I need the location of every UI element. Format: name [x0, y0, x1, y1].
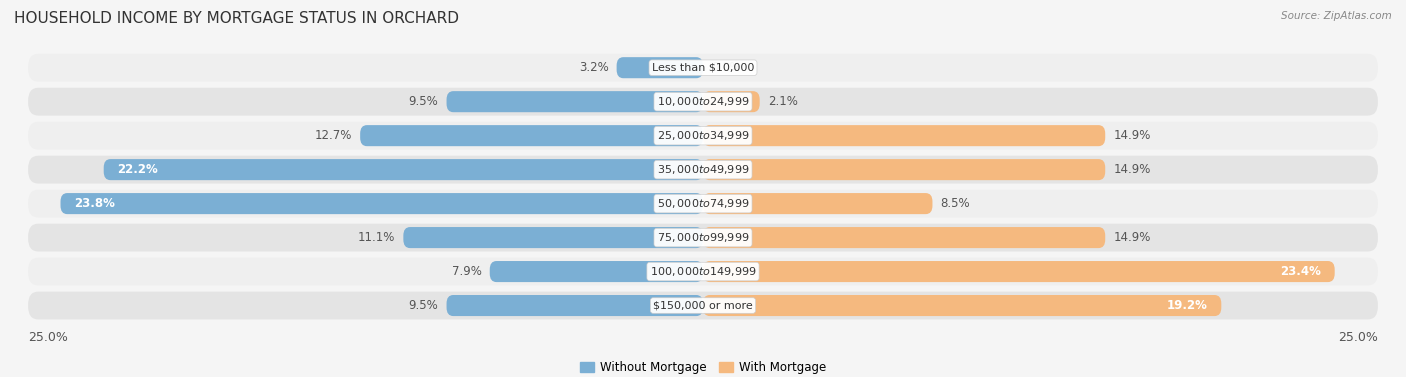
Text: Less than $10,000: Less than $10,000 [652, 63, 754, 73]
FancyBboxPatch shape [447, 91, 703, 112]
FancyBboxPatch shape [28, 190, 1378, 218]
Legend: Without Mortgage, With Mortgage: Without Mortgage, With Mortgage [575, 356, 831, 377]
Text: 22.2%: 22.2% [117, 163, 157, 176]
Text: $50,000 to $74,999: $50,000 to $74,999 [657, 197, 749, 210]
Text: 14.9%: 14.9% [1114, 129, 1150, 142]
Text: 0.0%: 0.0% [711, 61, 741, 74]
FancyBboxPatch shape [703, 295, 1222, 316]
Text: $150,000 or more: $150,000 or more [654, 300, 752, 311]
FancyBboxPatch shape [28, 257, 1378, 285]
Text: Source: ZipAtlas.com: Source: ZipAtlas.com [1281, 11, 1392, 21]
Text: 25.0%: 25.0% [28, 331, 67, 344]
Text: 11.1%: 11.1% [359, 231, 395, 244]
FancyBboxPatch shape [28, 88, 1378, 116]
Text: $75,000 to $99,999: $75,000 to $99,999 [657, 231, 749, 244]
FancyBboxPatch shape [703, 261, 1334, 282]
Text: 25.0%: 25.0% [1339, 331, 1378, 344]
FancyBboxPatch shape [703, 193, 932, 214]
FancyBboxPatch shape [617, 57, 703, 78]
FancyBboxPatch shape [404, 227, 703, 248]
Text: 14.9%: 14.9% [1114, 163, 1150, 176]
Text: 8.5%: 8.5% [941, 197, 970, 210]
FancyBboxPatch shape [703, 91, 759, 112]
FancyBboxPatch shape [703, 159, 1105, 180]
Text: $10,000 to $24,999: $10,000 to $24,999 [657, 95, 749, 108]
Text: 9.5%: 9.5% [409, 299, 439, 312]
FancyBboxPatch shape [447, 295, 703, 316]
FancyBboxPatch shape [28, 122, 1378, 150]
FancyBboxPatch shape [28, 54, 1378, 82]
Text: 2.1%: 2.1% [768, 95, 797, 108]
Text: $25,000 to $34,999: $25,000 to $34,999 [657, 129, 749, 142]
Text: 19.2%: 19.2% [1167, 299, 1208, 312]
Text: HOUSEHOLD INCOME BY MORTGAGE STATUS IN ORCHARD: HOUSEHOLD INCOME BY MORTGAGE STATUS IN O… [14, 11, 460, 26]
FancyBboxPatch shape [60, 193, 703, 214]
Text: 12.7%: 12.7% [315, 129, 352, 142]
FancyBboxPatch shape [703, 227, 1105, 248]
Text: $35,000 to $49,999: $35,000 to $49,999 [657, 163, 749, 176]
FancyBboxPatch shape [489, 261, 703, 282]
Text: 23.4%: 23.4% [1281, 265, 1322, 278]
Text: 3.2%: 3.2% [579, 61, 609, 74]
Text: 14.9%: 14.9% [1114, 231, 1150, 244]
Text: $100,000 to $149,999: $100,000 to $149,999 [650, 265, 756, 278]
FancyBboxPatch shape [104, 159, 703, 180]
FancyBboxPatch shape [703, 125, 1105, 146]
FancyBboxPatch shape [28, 156, 1378, 184]
FancyBboxPatch shape [360, 125, 703, 146]
Text: 23.8%: 23.8% [75, 197, 115, 210]
Text: 9.5%: 9.5% [409, 95, 439, 108]
FancyBboxPatch shape [28, 291, 1378, 319]
FancyBboxPatch shape [28, 224, 1378, 251]
Text: 7.9%: 7.9% [451, 265, 482, 278]
